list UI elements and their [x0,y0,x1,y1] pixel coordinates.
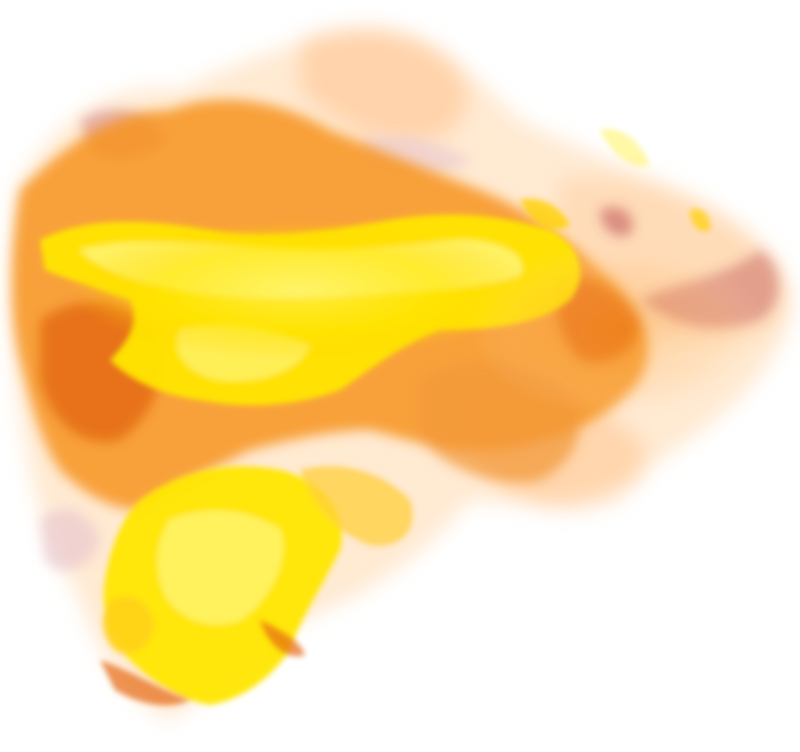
core-glow [70,220,530,360]
flame-edge-licks [100,129,711,706]
orange-haze-right [470,240,770,420]
